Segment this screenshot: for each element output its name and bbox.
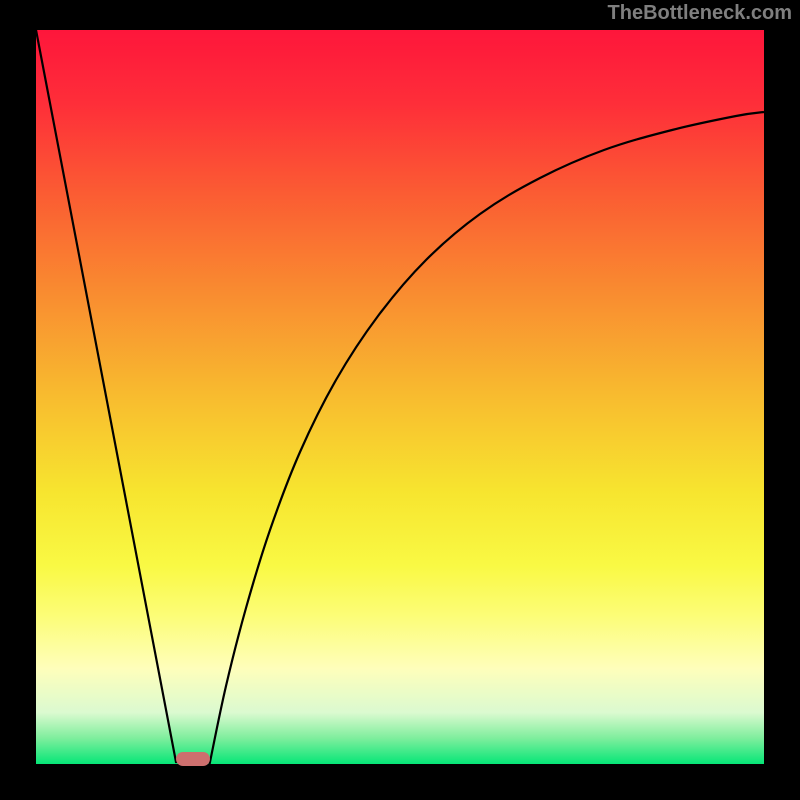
watermark-text: TheBottleneck.com bbox=[608, 2, 792, 25]
plot-area-gradient bbox=[36, 30, 764, 764]
chart-container: TheBottleneck.com bbox=[0, 0, 800, 800]
minimum-marker bbox=[176, 752, 210, 766]
chart-svg bbox=[0, 0, 800, 800]
